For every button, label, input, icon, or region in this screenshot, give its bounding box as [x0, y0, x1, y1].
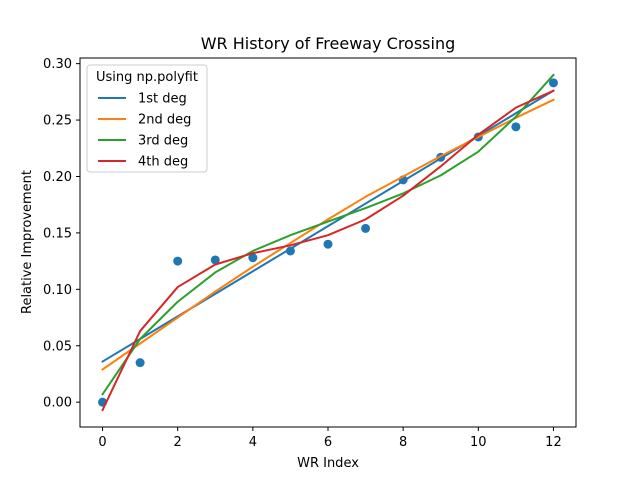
y-axis-label: Relative Improvement	[20, 170, 35, 314]
data-point	[361, 223, 371, 233]
series-line-4	[101, 89, 555, 412]
y-tick-label: 0.25	[43, 114, 72, 129]
y-tick-label: 0.30	[43, 57, 72, 72]
x-tick-label: 8	[399, 435, 407, 450]
data-point	[548, 78, 558, 88]
legend: Using np.polyfit 1st deg 2nd deg 3rd deg 4th…	[86, 64, 208, 173]
x-tick-label: 10	[470, 435, 487, 450]
data-point	[511, 122, 521, 132]
legend-label: 1st deg	[138, 92, 187, 107]
legend-label: 3rd deg	[138, 134, 188, 149]
x-axis-label: WR Index	[297, 456, 359, 471]
x-tick-label: 4	[249, 435, 257, 450]
chart-title: WR History of Freeway Crossing	[201, 34, 456, 53]
y-tick-label: 0.20	[43, 170, 72, 185]
legend-title: Using np.polyfit	[96, 70, 198, 85]
y-tick-label: 0.05	[43, 339, 72, 354]
data-point	[323, 239, 333, 249]
series-line-3	[101, 73, 555, 396]
plot-area	[98, 73, 558, 412]
x-tick-label: 6	[324, 435, 332, 450]
data-point	[210, 255, 220, 265]
legend-box	[86, 64, 208, 173]
series-line-2	[101, 98, 555, 371]
x-tick-label: 0	[98, 435, 106, 450]
x-tick-label: 2	[174, 435, 182, 450]
legend-label: 4th deg	[138, 155, 188, 170]
data-point	[135, 358, 145, 368]
data-point	[173, 256, 183, 266]
x-axis: 0 2 4 6 8 10 12	[98, 427, 562, 450]
y-axis: 0.00 0.05 0.10 0.15 0.20 0.25 0.30	[43, 57, 80, 411]
data-point	[248, 253, 258, 263]
legend-label: 2nd deg	[138, 113, 191, 128]
y-tick-label: 0.00	[43, 396, 72, 411]
data-point	[285, 246, 295, 256]
y-tick-label: 0.15	[43, 226, 72, 241]
y-tick-label: 0.10	[43, 283, 72, 298]
x-tick-label: 12	[545, 435, 562, 450]
